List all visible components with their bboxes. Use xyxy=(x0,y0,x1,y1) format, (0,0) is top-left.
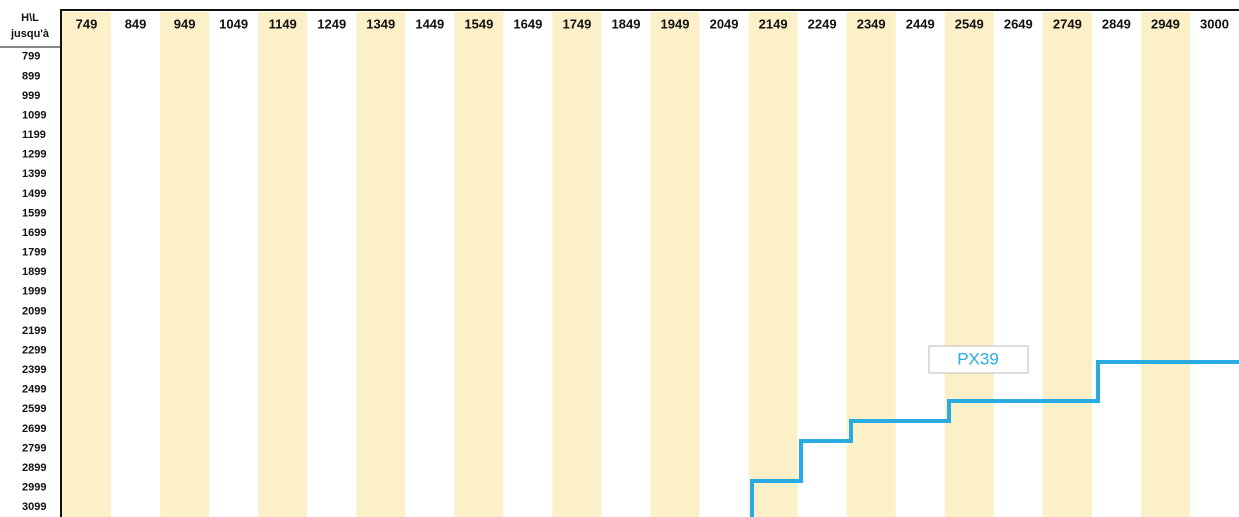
column-header: 2949 xyxy=(1151,16,1180,31)
corner-label: jusqu'à xyxy=(10,28,50,40)
column-header: 1149 xyxy=(269,16,297,31)
row-header: 2599 xyxy=(22,403,46,415)
column-stripe xyxy=(650,12,700,517)
corner-label: H\L xyxy=(21,12,39,24)
column-stripe xyxy=(748,12,798,517)
column-header: 2449 xyxy=(906,16,935,31)
row-header: 2799 xyxy=(22,442,46,454)
column-stripe xyxy=(356,12,406,517)
row-header: 2099 xyxy=(22,305,46,317)
column-stripe xyxy=(258,12,308,517)
column-header: 1649 xyxy=(513,16,542,31)
column-header: 2749 xyxy=(1053,16,1082,31)
column-header: 949 xyxy=(174,16,196,31)
column-stripe xyxy=(62,12,112,517)
column-stripe xyxy=(552,12,602,517)
column-header: 2649 xyxy=(1004,16,1033,31)
column-header: 2349 xyxy=(857,16,886,31)
row-header: 1699 xyxy=(22,227,46,239)
column-stripe xyxy=(1140,12,1190,517)
column-stripe xyxy=(454,12,504,517)
row-header: 2999 xyxy=(22,482,46,494)
row-header: 1099 xyxy=(22,109,46,121)
row-header: 2499 xyxy=(22,384,46,396)
column-stripe xyxy=(944,12,994,517)
row-header: 999 xyxy=(22,90,40,102)
column-header: 1749 xyxy=(562,16,591,31)
column-header: 849 xyxy=(125,16,147,31)
zone-label: PX39 xyxy=(957,349,999,368)
row-header: 1999 xyxy=(22,286,46,298)
row-header: 899 xyxy=(22,70,40,82)
column-stripe xyxy=(160,12,210,517)
column-header: 2249 xyxy=(808,16,837,31)
column-header: 2849 xyxy=(1102,16,1131,31)
zone-label-box xyxy=(928,345,1029,374)
row-header: 2399 xyxy=(22,364,46,376)
column-stripe xyxy=(1042,12,1092,517)
column-header: 1249 xyxy=(317,16,346,31)
column-header: 1349 xyxy=(366,16,395,31)
zone-boundary xyxy=(750,360,1239,517)
column-header: 1549 xyxy=(464,16,493,31)
column-header: 749 xyxy=(76,16,98,31)
row-header: 1799 xyxy=(22,247,46,259)
row-header: 1399 xyxy=(22,168,46,180)
column-header: 3000 xyxy=(1200,16,1229,31)
row-header: 2699 xyxy=(22,423,46,435)
row-header: 2199 xyxy=(22,325,46,337)
row-header: 1899 xyxy=(22,266,46,278)
row-header: 3099 xyxy=(22,501,46,513)
row-header: 1299 xyxy=(22,149,46,161)
row-header: 1199 xyxy=(22,129,46,141)
column-header: 1849 xyxy=(612,16,641,31)
row-header: 799 xyxy=(22,51,40,63)
row-header: 1599 xyxy=(22,207,46,219)
row-header: 1499 xyxy=(22,188,46,200)
column-header: 1449 xyxy=(415,16,444,31)
column-header: 1949 xyxy=(661,16,690,31)
column-header: 2049 xyxy=(710,16,739,31)
column-header: 1049 xyxy=(219,16,248,31)
row-header: 2899 xyxy=(22,462,46,474)
column-header: 2549 xyxy=(955,16,984,31)
row-header: 2299 xyxy=(22,344,46,356)
column-stripe xyxy=(846,12,896,517)
column-header: 2149 xyxy=(759,16,788,31)
